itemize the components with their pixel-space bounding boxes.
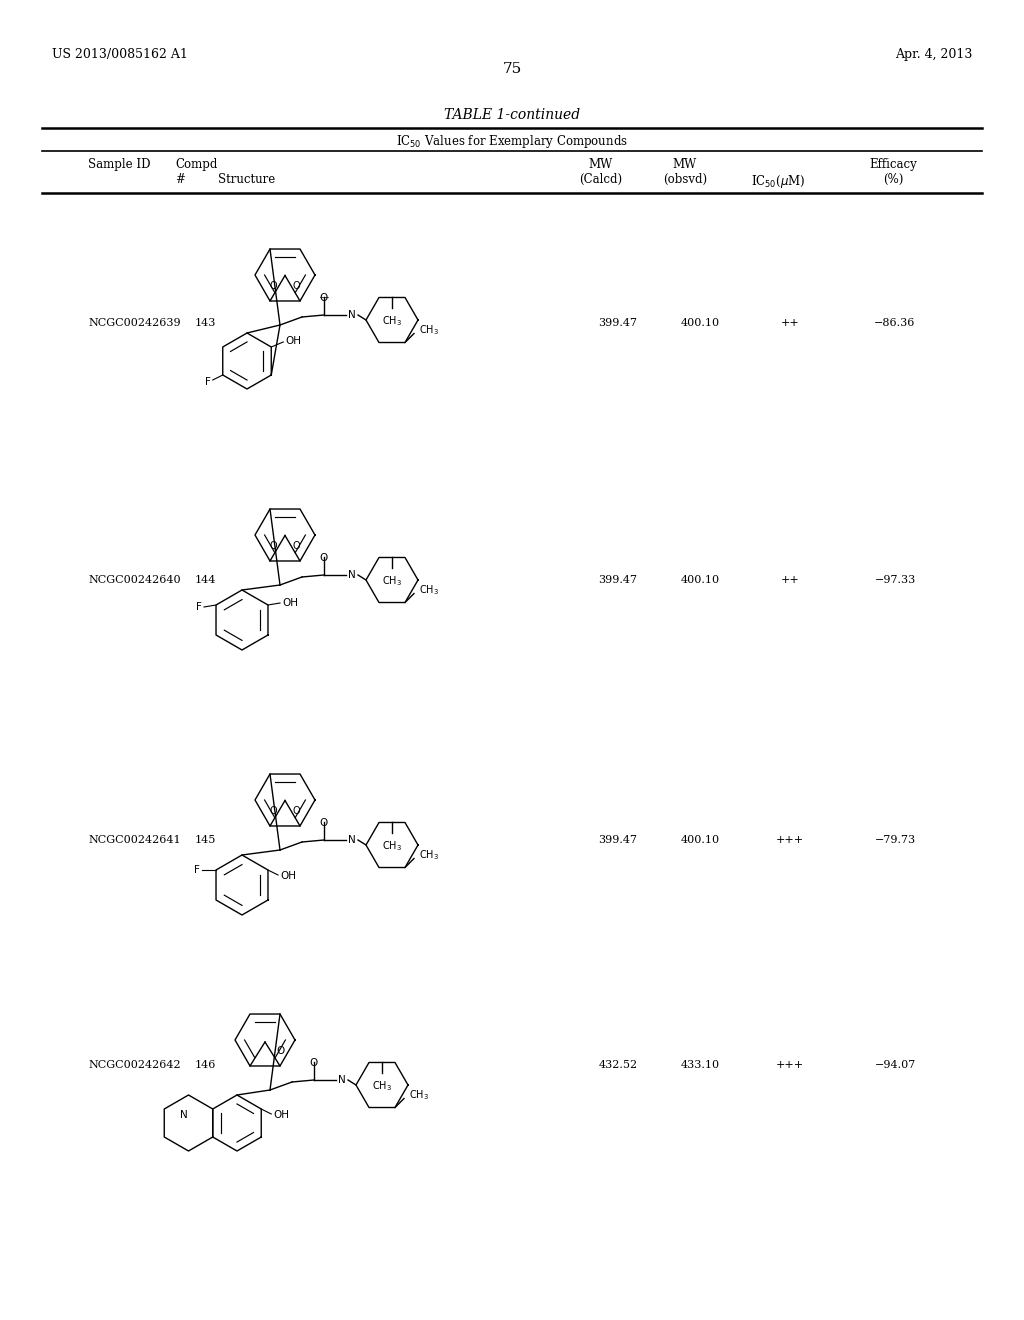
Text: O: O: [270, 805, 278, 816]
Text: 399.47: 399.47: [598, 318, 638, 327]
Text: (%): (%): [883, 173, 903, 186]
Text: O: O: [270, 540, 278, 550]
Text: ++: ++: [780, 318, 800, 327]
Text: CH$_3$: CH$_3$: [382, 574, 402, 589]
Text: CH$_3$: CH$_3$: [419, 849, 439, 862]
Text: NCGC00242641: NCGC00242641: [88, 836, 180, 845]
Text: 146: 146: [195, 1060, 216, 1071]
Text: −97.33: −97.33: [874, 576, 915, 585]
Text: IC$_{50}$($\mu$M): IC$_{50}$($\mu$M): [751, 173, 805, 190]
Text: O: O: [319, 293, 328, 304]
Text: Efficacy: Efficacy: [869, 158, 916, 172]
Text: MW: MW: [589, 158, 613, 172]
Text: OH: OH: [273, 1110, 289, 1119]
Text: (Calcd): (Calcd): [580, 173, 623, 186]
Text: O: O: [310, 1059, 318, 1068]
Text: O: O: [293, 540, 300, 550]
Text: NCGC00242639: NCGC00242639: [88, 318, 180, 327]
Text: O: O: [293, 805, 300, 816]
Text: 399.47: 399.47: [598, 576, 638, 585]
Text: NCGC00242640: NCGC00242640: [88, 576, 180, 585]
Text: CH$_3$: CH$_3$: [419, 323, 439, 338]
Text: O: O: [319, 553, 328, 564]
Text: −86.36: −86.36: [874, 318, 915, 327]
Text: O: O: [293, 281, 300, 290]
Text: O: O: [270, 281, 278, 290]
Text: F: F: [197, 602, 202, 612]
Text: ++: ++: [780, 576, 800, 585]
Text: N: N: [179, 1110, 187, 1119]
Text: NCGC00242642: NCGC00242642: [88, 1060, 180, 1071]
Text: 143: 143: [195, 318, 216, 327]
Text: Compd: Compd: [175, 158, 217, 172]
Text: 145: 145: [195, 836, 216, 845]
Text: +++: +++: [776, 836, 804, 845]
Text: 400.10: 400.10: [680, 318, 720, 327]
Text: US 2013/0085162 A1: US 2013/0085162 A1: [52, 48, 187, 61]
Text: F: F: [205, 378, 211, 387]
Text: CH$_3$: CH$_3$: [409, 1089, 429, 1102]
Text: O: O: [319, 818, 328, 828]
Text: TABLE 1-continued: TABLE 1-continued: [444, 108, 580, 121]
Text: O: O: [276, 1045, 285, 1056]
Text: Apr. 4, 2013: Apr. 4, 2013: [895, 48, 972, 61]
Text: 400.10: 400.10: [680, 836, 720, 845]
Text: CH$_3$: CH$_3$: [419, 583, 439, 598]
Text: N: N: [348, 570, 355, 579]
Text: #: #: [175, 173, 185, 186]
Text: 432.52: 432.52: [598, 1060, 638, 1071]
Text: MW: MW: [673, 158, 697, 172]
Text: −94.07: −94.07: [874, 1060, 915, 1071]
Text: CH$_3$: CH$_3$: [382, 840, 402, 853]
Text: CH$_3$: CH$_3$: [372, 1080, 392, 1093]
Text: 433.10: 433.10: [680, 1060, 720, 1071]
Text: 400.10: 400.10: [680, 576, 720, 585]
Text: Structure: Structure: [218, 173, 275, 186]
Text: OH: OH: [280, 871, 296, 880]
Text: IC$_{50}$ Values for Exemplary Compounds: IC$_{50}$ Values for Exemplary Compounds: [396, 133, 628, 150]
Text: OH: OH: [282, 598, 298, 609]
Text: F: F: [195, 865, 200, 875]
Text: 144: 144: [195, 576, 216, 585]
Text: N: N: [348, 836, 355, 845]
Text: −79.73: −79.73: [874, 836, 915, 845]
Text: Sample ID: Sample ID: [88, 158, 151, 172]
Text: 399.47: 399.47: [598, 836, 638, 845]
Text: (obsvd): (obsvd): [663, 173, 707, 186]
Text: +++: +++: [776, 1060, 804, 1071]
Text: N: N: [348, 310, 355, 319]
Text: CH$_3$: CH$_3$: [382, 314, 402, 329]
Text: OH: OH: [286, 337, 301, 346]
Text: 75: 75: [503, 62, 521, 77]
Text: N: N: [338, 1074, 346, 1085]
